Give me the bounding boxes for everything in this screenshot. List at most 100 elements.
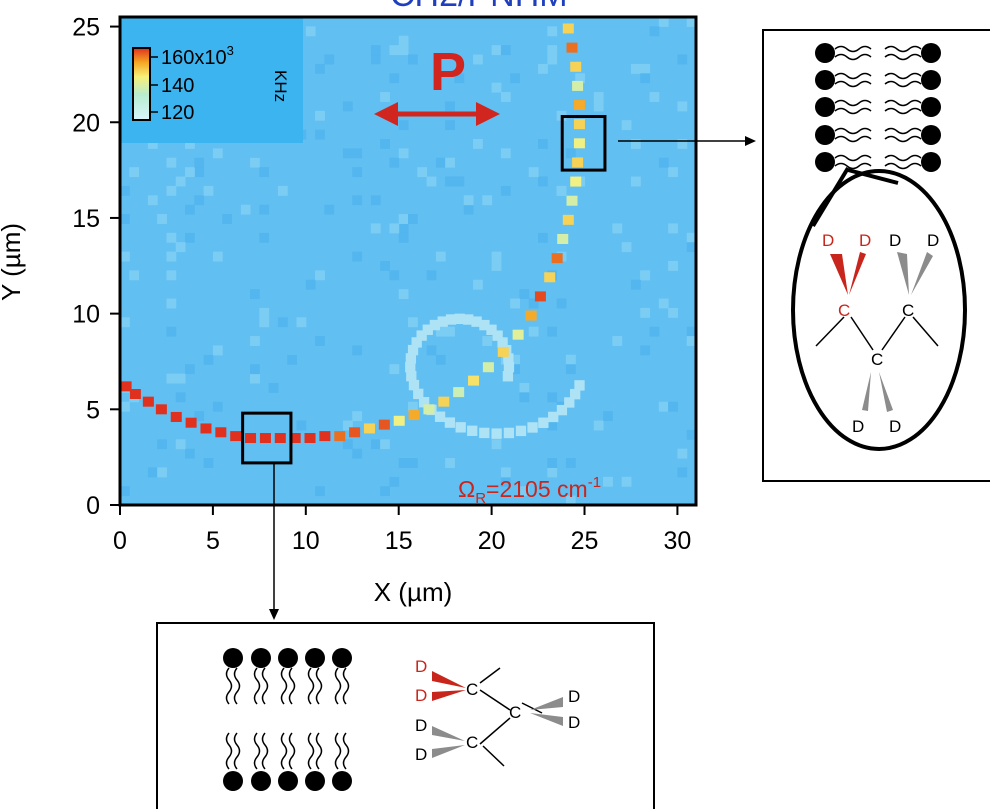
- lipid-tail: [884, 162, 922, 170]
- lipid-tail: [233, 732, 241, 770]
- lipid-tail: [233, 667, 241, 705]
- heatmap-cell: [319, 431, 331, 442]
- heatmap-noise-pixel: [370, 223, 381, 234]
- lipid-tail: [834, 72, 872, 80]
- y-tick-label: 0: [86, 492, 100, 520]
- heatmap-noise-pixel: [547, 458, 558, 468]
- lipid-tail: [288, 732, 296, 770]
- heatmap-noise-pixel: [640, 270, 651, 281]
- lipid-head: [815, 43, 835, 63]
- lipid-tail: [884, 53, 922, 61]
- colorbar-tick-140: 140: [161, 75, 194, 97]
- heatmap-noise-pixel: [658, 401, 669, 412]
- heatmap-noise-pixel: [649, 26, 660, 37]
- lipid-head: [305, 771, 325, 791]
- heatmap-noise-pixel: [497, 337, 508, 348]
- heatmap-noise-pixel: [129, 167, 140, 178]
- heatmap-noise-pixel: [445, 101, 455, 112]
- heatmap-noise-pixel: [194, 195, 205, 206]
- heatmap-cell: [259, 433, 271, 444]
- heatmap-cell: [573, 119, 585, 130]
- heatmap-noise-pixel: [435, 157, 446, 168]
- heatmap-noise-pixel: [454, 73, 465, 84]
- heatmap-noise-pixel: [621, 120, 632, 131]
- heatmap-noise-pixel: [408, 317, 418, 328]
- heatmap-noise-pixel: [352, 251, 363, 262]
- atom-c: C: [509, 703, 521, 722]
- x-tick-label: 30: [664, 527, 692, 555]
- heatmap-noise-pixel: [570, 388, 581, 400]
- atom-c: C: [466, 680, 478, 699]
- inset-top-lipid-bilayer: [815, 43, 941, 172]
- heatmap-noise-pixel: [640, 63, 651, 74]
- heatmap-noise-pixel: [454, 313, 465, 325]
- heatmap-noise-pixel: [538, 63, 548, 74]
- heatmap-noise-pixel: [677, 54, 688, 65]
- heatmap-noise-pixel: [212, 401, 223, 412]
- heatmap-noise-pixel: [342, 148, 353, 159]
- heatmap-noise-pixel: [500, 467, 511, 478]
- heatmap-noise-pixel: [612, 336, 623, 346]
- lipid-tail: [884, 80, 922, 88]
- heatmap-noise-pixel: [240, 204, 251, 215]
- heatmap-cell: [573, 138, 585, 149]
- heatmap-noise-pixel: [212, 148, 223, 159]
- heatmap-noise-pixel: [147, 467, 158, 478]
- heatmap-cell: [512, 329, 524, 340]
- heatmap-noise-pixel: [445, 176, 455, 187]
- heatmap-noise-pixel: [166, 298, 177, 309]
- lipid-tail: [307, 667, 315, 705]
- heatmap-noise-pixel: [129, 270, 140, 281]
- heatmap-noise-pixel: [305, 279, 316, 290]
- heatmap-noise-pixel: [370, 439, 381, 450]
- lipid-tail: [834, 99, 872, 107]
- heatmap-noise-pixel: [398, 289, 409, 300]
- heatmap-noise-pixel: [473, 139, 483, 149]
- heatmap-noise-pixel: [547, 467, 558, 478]
- heatmap-cell: [129, 389, 141, 400]
- lipid-tail: [253, 732, 261, 770]
- heatmap-noise-pixel: [426, 345, 437, 356]
- heatmap-noise-pixel: [538, 232, 548, 243]
- heatmap-noise-pixel: [640, 73, 651, 84]
- x-axis-label: X (µm): [374, 577, 453, 607]
- heatmap-noise-pixel: [471, 316, 482, 327]
- y-tick-label: 25: [72, 14, 100, 42]
- colorbar-unit: KHz: [271, 70, 290, 102]
- heatmap-cell: [497, 346, 509, 357]
- heatmap-noise-pixel: [575, 73, 586, 84]
- heatmap-cell: [304, 433, 316, 444]
- lipid-tail: [884, 154, 922, 162]
- heatmap-noise-pixel: [370, 45, 381, 56]
- heatmap-noise-pixel: [658, 298, 669, 309]
- polarization-arrow: [374, 102, 500, 126]
- lipid-head: [251, 771, 271, 791]
- heatmap-noise-pixel: [185, 232, 195, 243]
- inset-bottom-molecule: C C C D D D D D D: [415, 657, 580, 767]
- heatmap-noise-pixel: [630, 279, 641, 290]
- heatmap-noise-pixel: [556, 185, 567, 196]
- heatmap-noise-pixel: [259, 307, 270, 318]
- heatmap-noise-pixel: [166, 232, 177, 243]
- heatmap-cell: [544, 272, 556, 283]
- heatmap-noise-pixel: [296, 420, 307, 431]
- heatmap-noise-pixel: [547, 45, 558, 56]
- heatmap-cell: [378, 419, 390, 430]
- heatmap-noise-pixel: [510, 354, 520, 365]
- heatmap-noise-pixel: [389, 73, 400, 84]
- heatmap-noise-pixel: [445, 157, 455, 168]
- heatmap-noise-pixel: [407, 344, 419, 356]
- lipid-tail: [884, 45, 922, 53]
- heatmap-noise-pixel: [519, 392, 530, 403]
- heatmap-noise-pixel: [630, 139, 641, 149]
- heatmap-cell: [200, 423, 212, 434]
- heatmap-noise-pixel: [630, 176, 641, 187]
- lipid-tail: [834, 154, 872, 162]
- heatmap-noise-pixel: [502, 371, 514, 382]
- lipid-head: [815, 97, 835, 117]
- heatmap-noise-pixel: [519, 486, 530, 497]
- x-tick-label: 0: [113, 527, 127, 555]
- heatmap-noise-pixel: [166, 157, 177, 168]
- y-tick-label: 15: [72, 205, 100, 233]
- heatmap-cell: [215, 427, 227, 438]
